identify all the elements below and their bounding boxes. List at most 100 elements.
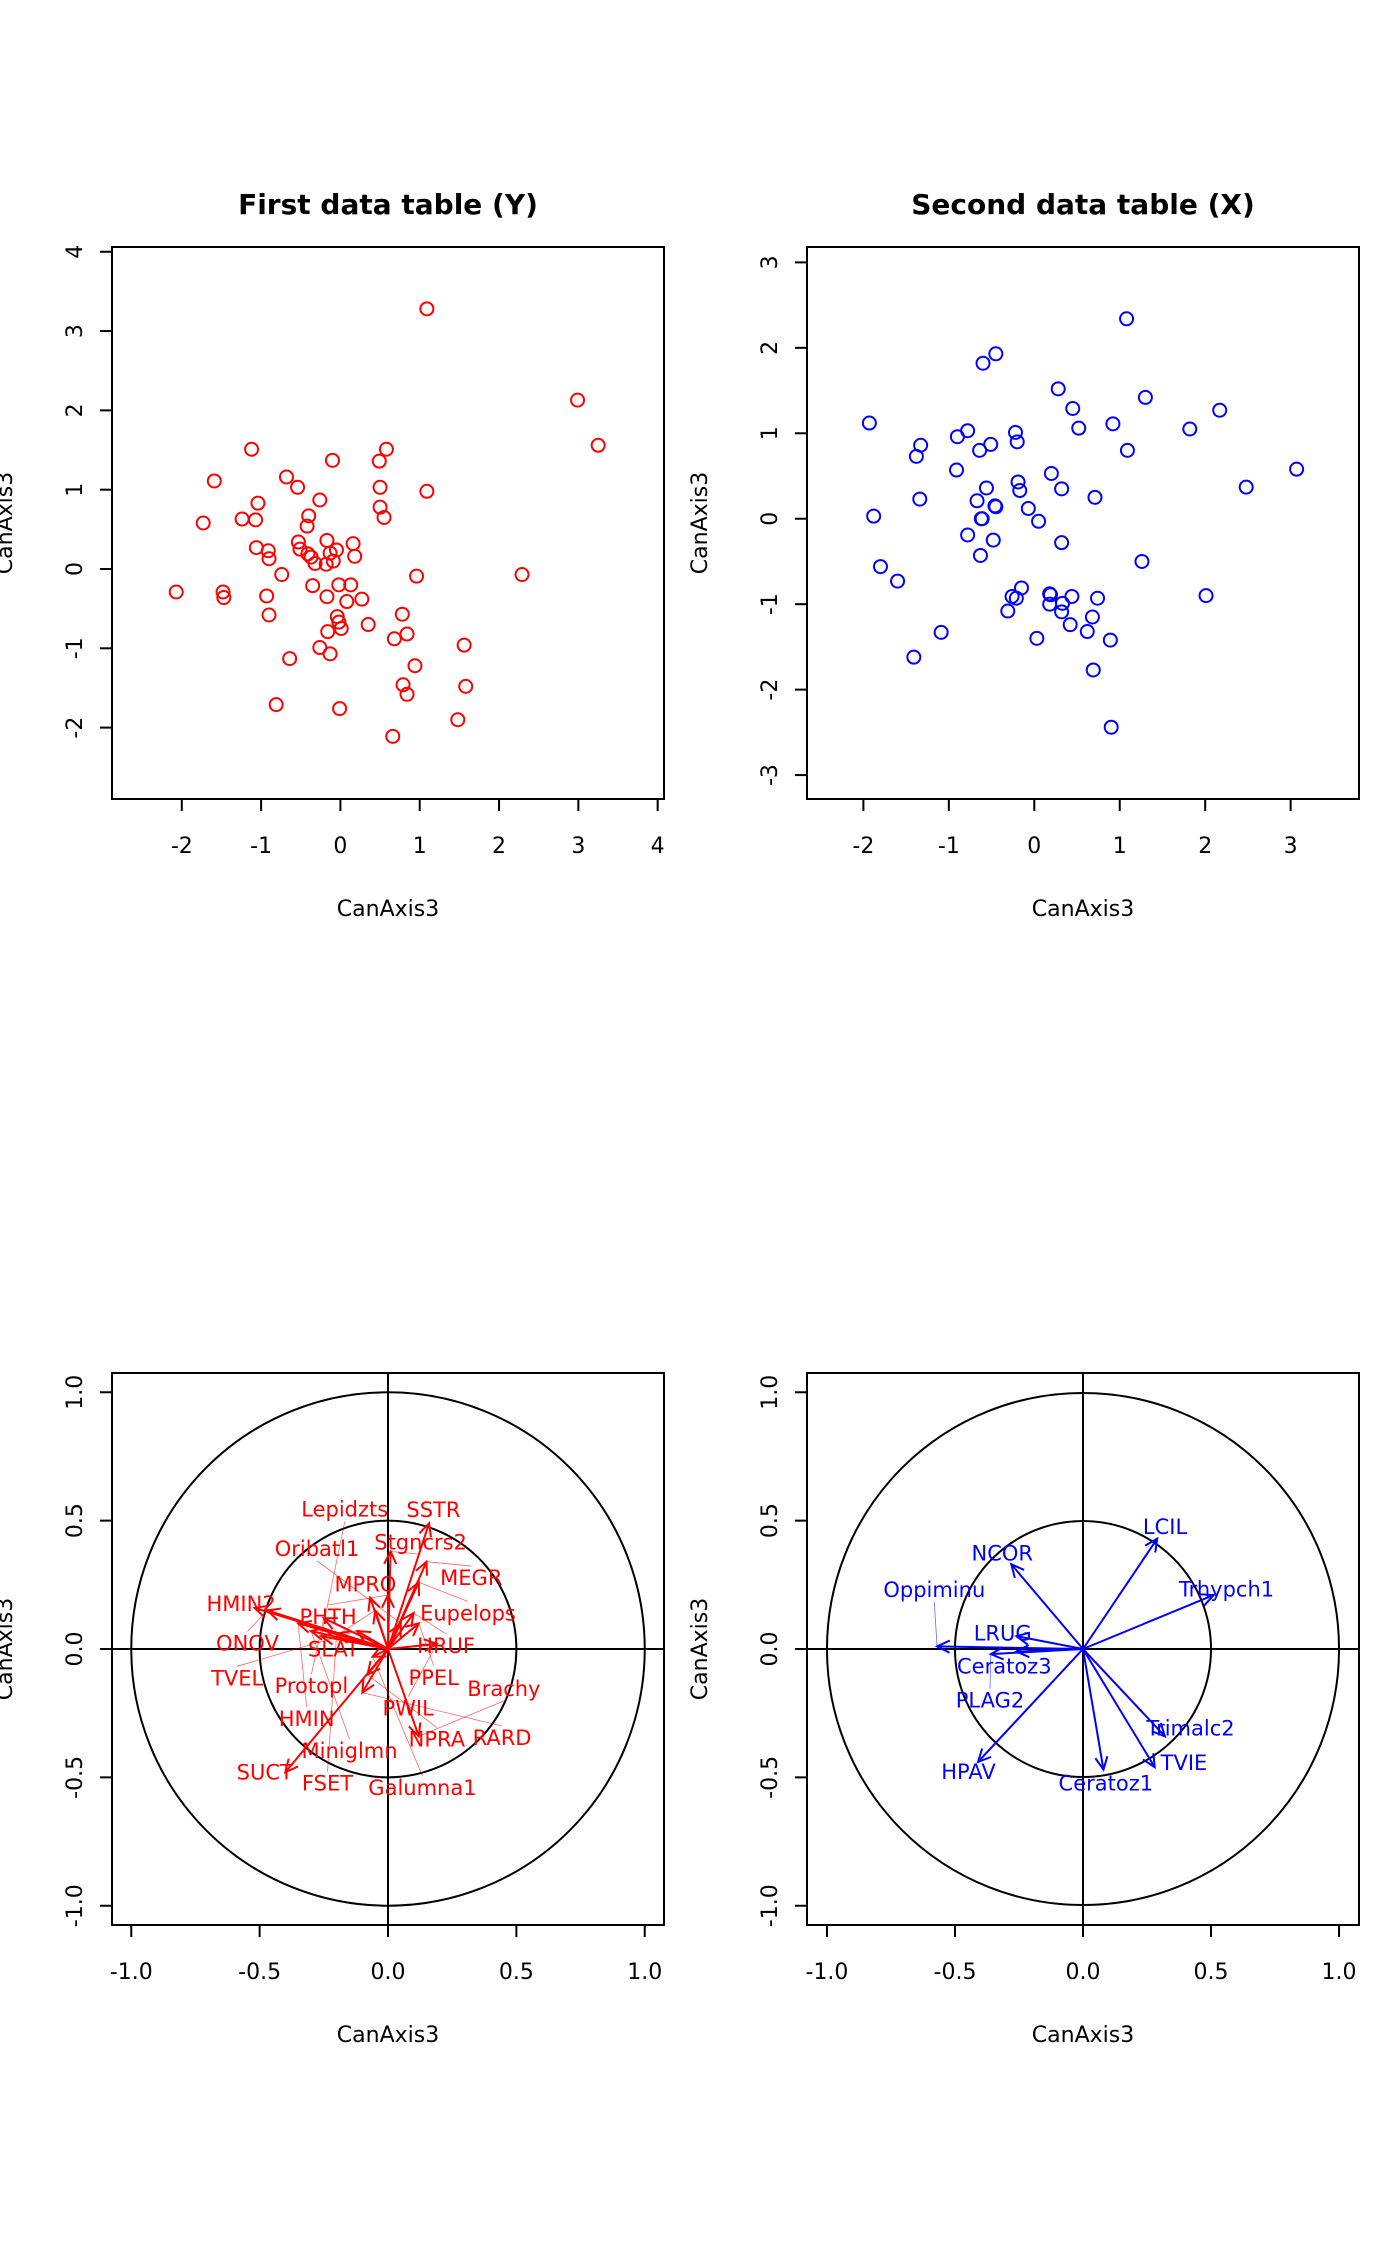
arrow-label: NPRA [409,1728,466,1752]
arrow-label: TVEL [210,1666,263,1690]
x-axis-label: CanAxis3 [337,2023,439,2048]
x-tick-label: 1 [1113,834,1127,859]
arrow-shaft [1082,1648,1105,1770]
data-point [259,588,275,604]
data-point [261,607,277,623]
x-tick-label: 0 [1027,834,1041,859]
y-tick-label: -2 [63,717,88,739]
correlation-circle [825,1391,1341,1907]
data-point [307,555,323,571]
data-point [983,436,999,452]
data-point [1054,604,1070,620]
arrow-head [1144,1536,1159,1553]
data-point [949,462,965,478]
data-point [268,697,284,713]
arrow-label: FSET [302,1772,353,1796]
data-point [206,473,222,489]
data-point [250,495,266,511]
y-tick-label: 1 [758,426,783,440]
arrow-label: Eupelops [420,1601,516,1625]
label-leader-line [413,1612,447,1635]
plot-frame [806,246,1360,800]
x-tick-label: -1 [938,834,960,859]
x-axis-label: CanAxis3 [1032,2023,1134,2048]
data-point [949,429,965,445]
arrow-shaft [937,1645,1084,1650]
correlation-circle [953,1519,1213,1779]
data-point [292,541,308,557]
data-point [409,568,425,584]
arrow-head [1142,1753,1156,1770]
label-leader-line [407,1643,438,1697]
arrow-shaft [387,1622,402,1650]
plot-area [112,1373,664,1925]
arrow-shaft [387,1622,420,1650]
y-tick-label: -1 [63,637,88,659]
x-tick-label: 1.0 [627,1960,662,1985]
arrow-shaft [1082,1538,1159,1650]
arrow-head [418,1521,432,1538]
x-axis-label: CanAxis3 [337,897,439,922]
arrow-labels: LCIL Trhypch1 NCOR LRUG Ceratoz3 Oppiminu PLAG… [883,1515,1274,1795]
data-point [450,712,466,728]
y-tick-label: 4 [63,245,88,259]
arrow-label: Miniglmn [302,1739,398,1763]
data-point [975,355,991,371]
y-tick-label: 3 [63,324,88,338]
data-point [378,441,394,457]
arrow-label: MPRO [334,1572,396,1596]
data-point [195,515,211,531]
data-point [1031,513,1047,529]
data-point [333,620,349,636]
y-tick-label: 1.0 [758,1375,783,1410]
label-leader-line [333,1610,376,1638]
plot-area [168,301,606,744]
y-tick-label: 2 [63,403,88,417]
arrow-head [1199,1593,1216,1607]
arrow-shaft [1082,1594,1214,1650]
data-point [331,614,347,630]
arrow-shaft [990,1648,1084,1656]
data-point [419,301,435,317]
arrow-label: MEGR [440,1566,502,1590]
arrow-label: SSTR [406,1498,460,1522]
arrow-Brachy [387,1648,422,1739]
panel-2: Second data table (X) -2 -1 0 1 2 3 -3 -2 -1 0 1 2 3 C… [688,188,1360,922]
data-point [339,594,355,610]
x-tick-label: -2 [171,834,193,859]
arrow-label: Trhypch1 [1178,1578,1274,1602]
data-point [1182,421,1198,437]
arrow-label: HMIN2 [207,1592,276,1616]
data-point [908,448,924,464]
data-point [322,646,338,662]
data-point [1084,609,1100,625]
label-leader-line [327,1633,338,1772]
data-point [274,567,290,583]
y-tick-label: 0.0 [758,1632,783,1667]
data-point [324,452,340,468]
data-point [972,547,988,563]
data-point [570,392,586,408]
data-point [972,442,988,458]
label-leader-line [426,1561,472,1567]
arrow-label: Ceratoz1 [1059,1771,1154,1795]
data-point [1289,461,1305,477]
correlation-circle [130,1391,646,1907]
data-point [376,509,392,525]
x-tick-label: 1.0 [1322,1960,1357,1985]
data-point [168,584,184,600]
x-tick-label: 2 [1198,834,1212,859]
arrow-label: Brachy [467,1677,540,1701]
data-point [331,577,347,593]
y-tick-label: 1.0 [63,1375,88,1410]
arrow-label: SLAT [308,1638,359,1662]
arrow-label: LCIL [1143,1515,1188,1539]
data-point [456,637,472,653]
data-point [1085,662,1101,678]
arrow-head [1151,1722,1167,1738]
arrow-label: PPEL [409,1666,460,1690]
y-tick-label: -1.0 [758,1884,783,1927]
arrow-label: Stgncrs2 [374,1530,467,1554]
x-tick-label: 0.5 [1194,1960,1229,1985]
y-tick-label: -0.5 [758,1756,783,1799]
